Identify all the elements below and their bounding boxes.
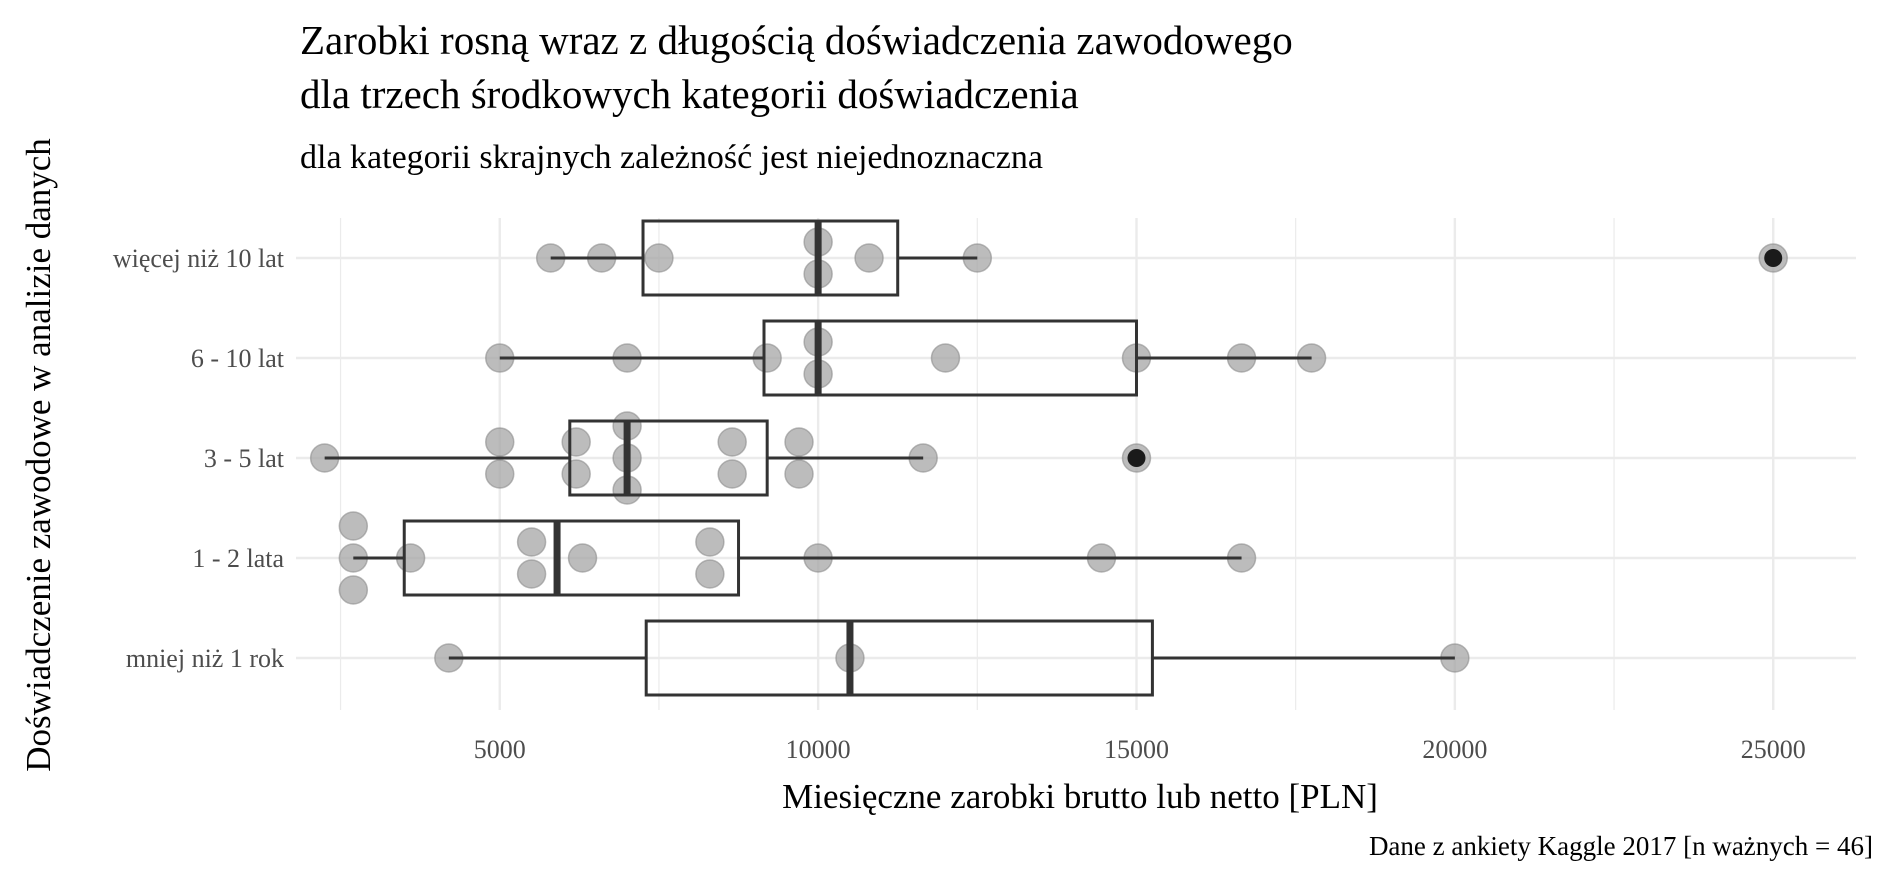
y-tick-label: mniej niż 1 rok xyxy=(126,644,284,673)
data-point xyxy=(561,459,591,489)
data-point xyxy=(784,459,814,489)
data-point xyxy=(561,427,591,457)
data-point xyxy=(516,559,547,589)
data-point xyxy=(854,243,884,273)
outlier-point xyxy=(1764,249,1783,267)
data-point xyxy=(516,527,547,557)
grid xyxy=(296,218,1856,710)
data-point xyxy=(485,427,515,457)
outlier-point xyxy=(1127,449,1146,467)
x-tick-label: 10000 xyxy=(786,735,851,764)
data-point xyxy=(485,459,515,489)
chart-title-line-1: Zarobki rosną wraz z długością doświadcz… xyxy=(300,17,1293,63)
x-tick-labels: 5000 10000 15000 20000 25000 xyxy=(474,735,1806,764)
chart-title-line-2: dla trzech środkowych kategorii doświadc… xyxy=(300,71,1079,117)
data-point xyxy=(338,511,369,541)
data-point xyxy=(644,243,674,273)
y-tick-label: 6 - 10 lat xyxy=(191,344,285,373)
box-iqr xyxy=(402,519,741,597)
box-iqr xyxy=(644,619,1154,697)
chart-caption: Dane z ankiety Kaggle 2017 [n ważnych = … xyxy=(1369,831,1873,861)
data-point xyxy=(717,459,747,489)
x-tick-label: 5000 xyxy=(474,735,526,764)
data-point xyxy=(695,559,725,589)
y-tick-label: więcej niż 10 lat xyxy=(113,244,285,273)
x-tick-label: 20000 xyxy=(1422,735,1487,764)
data-point xyxy=(567,543,598,573)
y-tick-label: 3 - 5 lat xyxy=(204,444,285,473)
boxes xyxy=(324,219,1783,697)
data-point xyxy=(784,427,814,457)
y-tick-label: 1 - 2 lata xyxy=(192,544,284,573)
data-point xyxy=(338,575,369,605)
box-iqr xyxy=(762,319,1138,397)
chart-subtitle: dla kategorii skrajnych zależność jest n… xyxy=(300,139,1043,176)
y-tick-labels: mniej niż 1 rok 1 - 2 lata 3 - 5 lat 6 - 10… xyxy=(113,244,285,673)
data-point xyxy=(717,427,747,457)
x-tick-label: 25000 xyxy=(1741,735,1806,764)
data-point xyxy=(930,343,961,373)
x-axis-title: Miesięczne zarobki brutto lub netto [PLN… xyxy=(782,777,1378,816)
box-iqr xyxy=(641,219,900,297)
y-axis-title: Doświadczenie zawodowe w analizie danych xyxy=(19,138,58,772)
x-tick-label: 15000 xyxy=(1104,735,1169,764)
box-iqr xyxy=(568,419,769,497)
data-point xyxy=(695,527,725,557)
jitter-points xyxy=(309,227,1788,673)
